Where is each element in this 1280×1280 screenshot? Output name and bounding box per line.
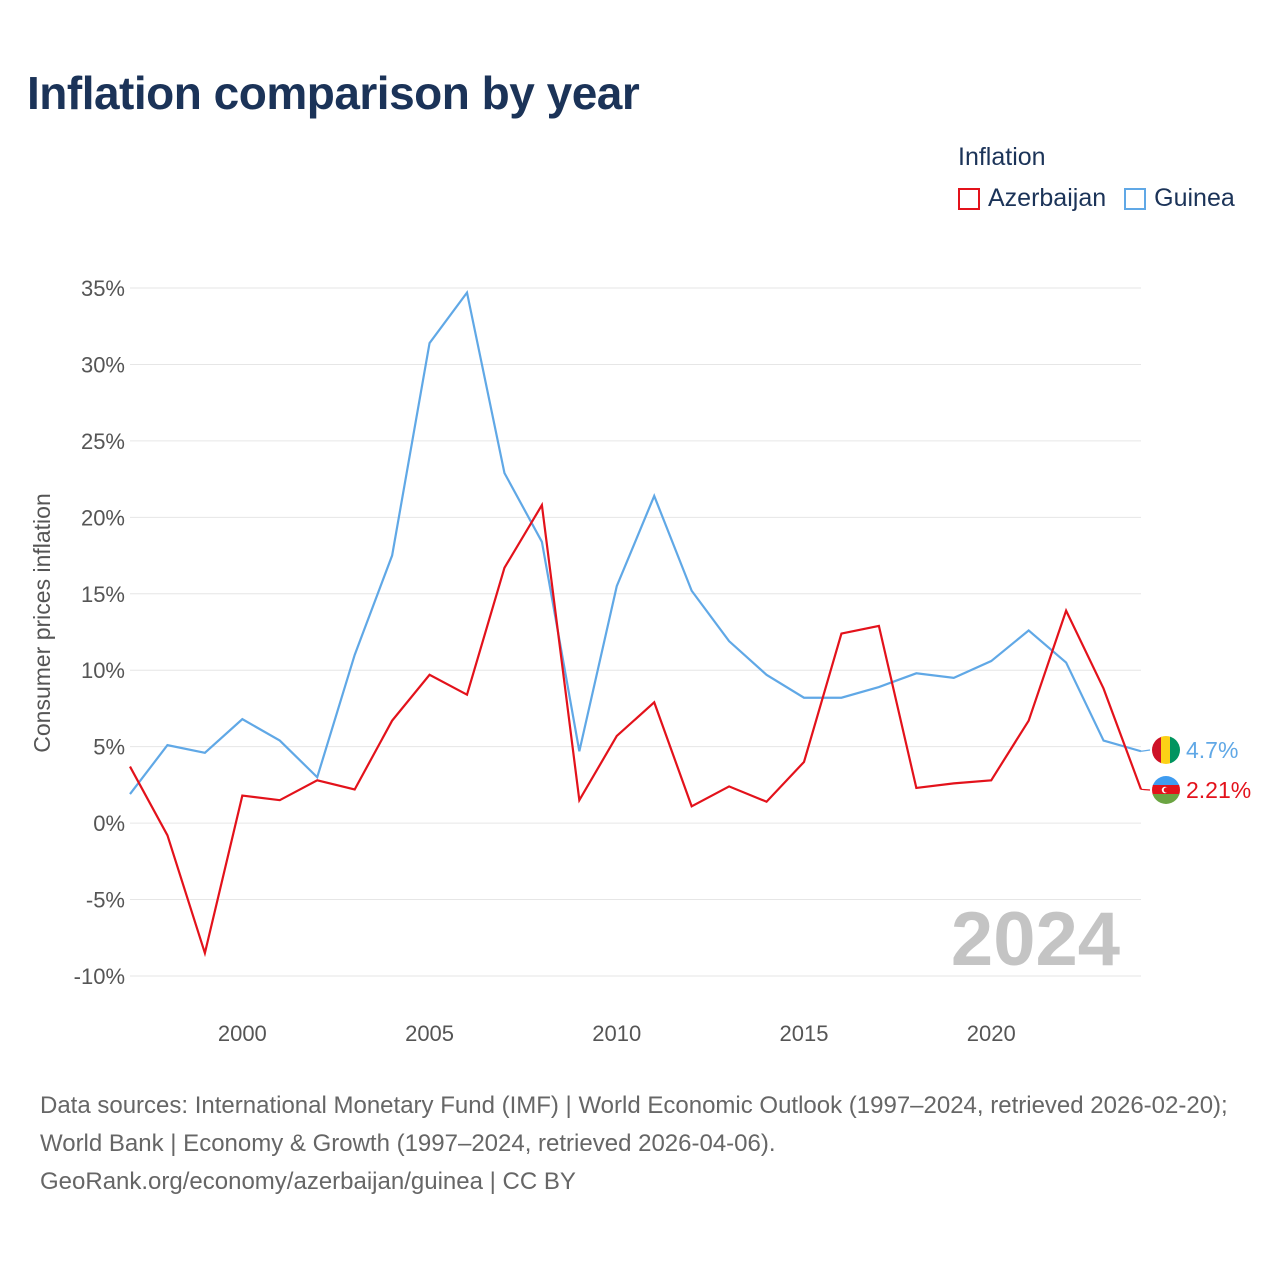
legend-swatch-azerbaijan: [958, 187, 980, 210]
line-chart: -10% -5% 0% 5% 10% 15% 20% 25% 30% 35% 2000 2005 20…: [29, 276, 1251, 1046]
x-tick-label: 2010: [592, 1021, 641, 1046]
legend: Inflation Azerbaijan Guinea: [958, 143, 1235, 213]
y-tick-label: 5%: [93, 735, 125, 760]
legend-label-azerbaijan: Azerbaijan: [988, 184, 1107, 212]
legend-item-azerbaijan[interactable]: Azerbaijan: [958, 184, 1106, 213]
end-label-guinea: 4.7%: [1186, 737, 1238, 763]
source-line-1: Data sources: International Monetary Fun…: [40, 1092, 1228, 1157]
y-tick-label: 20%: [81, 505, 125, 530]
series-line-guinea[interactable]: [129, 289, 1142, 795]
y-tick-label: -5%: [86, 888, 125, 913]
y-tick-label: 30%: [81, 352, 125, 377]
y-tick-label: 35%: [81, 276, 125, 301]
y-tick-label: -10%: [74, 964, 125, 989]
legend-title: Inflation: [958, 143, 1046, 171]
y-axis-label: Consumer prices inflation: [29, 493, 55, 753]
series-line-azerbaijan[interactable]: [129, 501, 1143, 958]
end-label-connector-guinea: [1140, 749, 1151, 752]
x-tick-label: 2000: [218, 1021, 267, 1046]
y-tick-label: 25%: [81, 429, 125, 454]
source-line-2: GeoRank.org/economy/azerbaijan/guinea | …: [40, 1168, 576, 1195]
x-tick-label: 2005: [405, 1021, 454, 1046]
y-tick-label: 10%: [81, 658, 125, 683]
legend-swatch-guinea: [1124, 187, 1147, 210]
x-tick-label: 2020: [967, 1021, 1016, 1046]
x-tick-label: 2015: [780, 1021, 829, 1046]
year-watermark: 2024: [951, 897, 1120, 982]
data-source-note: Data sources: International Monetary Fun…: [40, 1087, 1250, 1201]
chart-title: Inflation comparison by year: [27, 67, 640, 119]
legend-label-guinea: Guinea: [1154, 184, 1235, 212]
end-label-azerbaijan: 2.21%: [1186, 777, 1251, 803]
guinea-flag-icon: [1152, 736, 1180, 764]
y-tick-label: 0%: [93, 811, 125, 836]
y-tick-label: 15%: [81, 582, 125, 607]
legend-item-guinea[interactable]: Guinea: [1124, 184, 1235, 213]
azerbaijan-flag-icon: [1152, 776, 1180, 804]
end-label-connector-azerbaijan: [1140, 788, 1151, 791]
